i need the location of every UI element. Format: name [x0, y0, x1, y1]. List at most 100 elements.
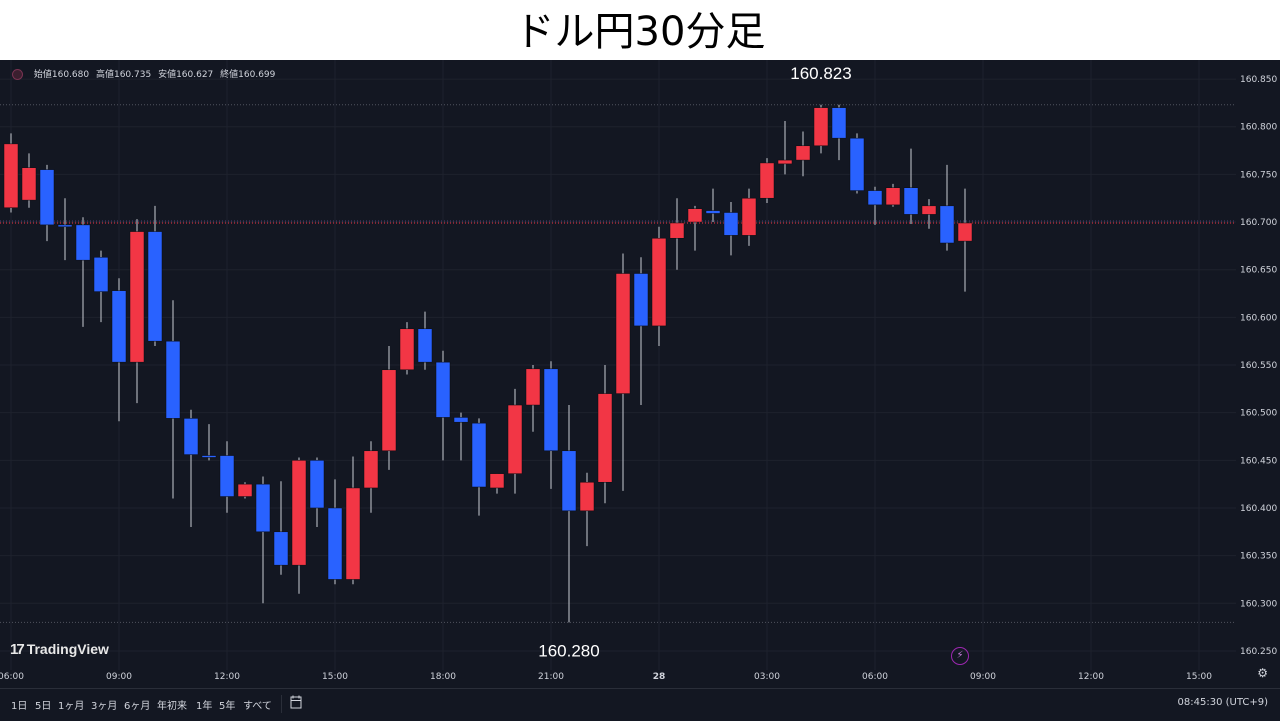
y-tick-label: 160.550: [1240, 361, 1277, 371]
y-tick-label: 160.350: [1240, 552, 1277, 562]
gear-icon[interactable]: ⚙: [1257, 666, 1268, 680]
candle-body: [111, 290, 127, 363]
y-tick-label: 160.400: [1240, 504, 1277, 514]
y-tick-label: 160.850: [1240, 75, 1277, 85]
price-annotation-label: 160.823: [790, 64, 851, 83]
candle-body: [165, 340, 181, 419]
candle-body: [219, 455, 235, 497]
range-button-ytd[interactable]: 年初来: [157, 701, 187, 712]
candle-body: [237, 483, 253, 497]
candle-body: [399, 328, 415, 371]
candle-body: [129, 231, 145, 363]
candle-body: [831, 107, 847, 139]
x-tick-label: 15:00: [322, 672, 348, 682]
candle-body: [57, 224, 73, 228]
candle-body: [777, 159, 793, 165]
candle-body: [255, 483, 271, 533]
range-button-all[interactable]: すべて: [243, 701, 272, 712]
candle-body: [75, 224, 91, 261]
x-tick-label: 28: [653, 672, 666, 682]
y-tick-label: 160.500: [1240, 409, 1277, 419]
candle-body: [615, 273, 631, 394]
range-button-3m[interactable]: 3ヶ月: [91, 701, 118, 712]
candle-body: [669, 222, 685, 239]
candle-body: [525, 368, 541, 406]
legend-close: 終値160.699: [220, 70, 276, 80]
tradingview-logo-text: TradingView: [26, 641, 109, 657]
candle-body: [3, 143, 19, 208]
ohlc-legend: 始値160.680 高値160.735 安値160.627 終値160.699: [12, 67, 279, 80]
x-tick-label: 21:00: [538, 672, 564, 682]
range-button-1y[interactable]: 1年: [196, 701, 213, 712]
candlestick-chart[interactable]: 160.850 160.800 160.750 160.700 160.650 160.6…: [0, 60, 1280, 688]
candle-body: [273, 531, 289, 566]
x-tick-label: 18:00: [430, 672, 456, 682]
candle-body: [543, 368, 559, 452]
candle-body: [39, 169, 55, 226]
candle-body: [687, 208, 703, 223]
price-annotation-label: 160.280: [538, 641, 599, 660]
candle-body: [327, 507, 343, 580]
candle-body: [633, 273, 649, 327]
candle-body: [813, 107, 829, 147]
x-tick-label: 03:00: [754, 672, 780, 682]
y-tick-label: 160.300: [1240, 599, 1277, 609]
candle-body: [453, 417, 469, 423]
tradingview-logo[interactable]: 17 TradingView: [10, 641, 109, 658]
y-tick-label: 160.650: [1240, 266, 1277, 276]
range-button-1d[interactable]: 1日: [11, 701, 28, 712]
candle-body: [507, 404, 523, 474]
chart-panel[interactable]: 160.850 160.800 160.750 160.700 160.650 160.6…: [0, 60, 1280, 721]
toolbar-divider: [281, 695, 282, 713]
candle-body: [93, 257, 109, 292]
x-tick-label: 09:00: [106, 672, 132, 682]
candle-body: [705, 210, 721, 214]
y-tick-label: 160.750: [1240, 170, 1277, 180]
candle-body: [903, 187, 919, 215]
y-tick-label: 160.600: [1240, 313, 1277, 323]
candle-body: [489, 473, 505, 489]
candle-body: [867, 190, 883, 206]
y-tick-label: 160.250: [1240, 647, 1277, 657]
lightning-icon[interactable]: ⚡: [951, 647, 969, 665]
candle-body: [21, 167, 37, 201]
candle-body: [723, 212, 739, 236]
candle-body: [471, 422, 487, 488]
candle-body: [183, 418, 199, 455]
candle-body: [363, 450, 379, 489]
candle-body: [147, 231, 163, 342]
x-tick-label: 09:00: [970, 672, 996, 682]
candle-body: [939, 205, 955, 244]
bottom-toolbar: ⚙ 1日 5日 1ヶ月 3ヶ月 6ヶ月 年初来 1年 5年 すべて 08:45:…: [0, 666, 1280, 721]
candle-body: [849, 137, 865, 191]
x-tick-label: 12:00: [214, 672, 240, 682]
candle-body: [579, 481, 595, 512]
legend-open: 始値160.680: [33, 70, 90, 80]
candle-body: [201, 455, 217, 458]
y-tick-label: 160.800: [1240, 123, 1277, 133]
range-button-6m[interactable]: 6ヶ月: [124, 701, 151, 712]
candle-body: [921, 205, 937, 215]
candle-body: [741, 197, 757, 236]
candle-body: [561, 450, 577, 512]
y-tick-label: 160.700: [1240, 218, 1277, 228]
range-button-5d[interactable]: 5日: [35, 701, 52, 712]
candle-body: [795, 145, 811, 161]
page-title: ドル円30分足: [0, 0, 1280, 60]
range-button-5y[interactable]: 5年: [219, 701, 236, 712]
range-button-1m[interactable]: 1ヶ月: [58, 701, 85, 712]
candle-body: [309, 460, 325, 509]
legend-high: 高値160.735: [95, 70, 152, 80]
x-tick-label: 06:00: [862, 672, 888, 682]
legend-low: 安値160.627: [158, 70, 214, 80]
candle-body: [381, 369, 397, 452]
candle-body: [417, 328, 433, 363]
clock-readout[interactable]: 08:45:30 (UTC+9): [1177, 697, 1268, 708]
candle-body: [759, 162, 775, 199]
calendar-range-icon[interactable]: [290, 695, 302, 709]
x-tick-label: 12:00: [1078, 672, 1104, 682]
candle-body: [435, 361, 451, 418]
candle-body: [885, 187, 901, 206]
candle-body: [597, 393, 613, 483]
symbol-icon[interactable]: [12, 69, 23, 80]
